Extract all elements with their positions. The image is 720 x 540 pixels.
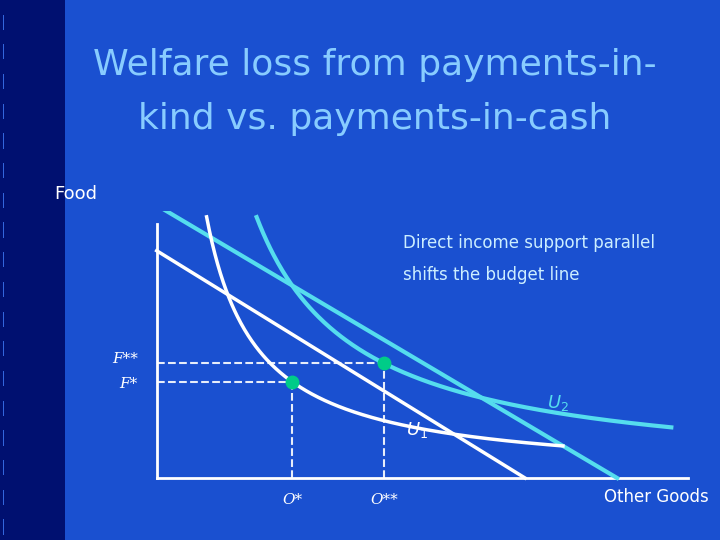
Text: F*: F* xyxy=(120,377,138,392)
Text: O**: O** xyxy=(370,492,398,507)
Text: F**: F** xyxy=(112,352,138,366)
Text: Welfare loss from payments-in-: Welfare loss from payments-in- xyxy=(93,48,656,82)
Text: Direct income support parallel: Direct income support parallel xyxy=(403,234,655,252)
Text: shifts the budget line: shifts the budget line xyxy=(403,266,580,285)
Text: Other Goods: Other Goods xyxy=(605,488,709,506)
Text: Food: Food xyxy=(54,185,97,204)
Text: $U_2$: $U_2$ xyxy=(546,393,569,413)
Text: $U_1$: $U_1$ xyxy=(406,420,428,440)
Text: O*: O* xyxy=(282,492,302,507)
Text: kind vs. payments-in-cash: kind vs. payments-in-cash xyxy=(138,102,611,136)
